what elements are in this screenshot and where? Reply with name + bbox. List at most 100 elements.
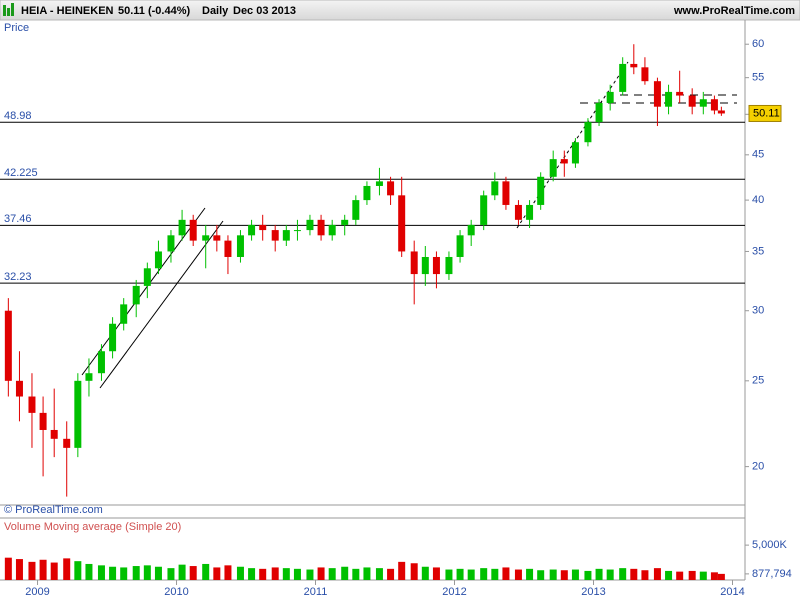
candle-body <box>502 181 510 205</box>
volume-bar <box>571 569 579 580</box>
candle-body <box>97 351 105 374</box>
header-bar <box>0 0 800 21</box>
candle-body <box>167 235 175 252</box>
volume-bar <box>109 566 117 580</box>
volume-bar <box>306 569 314 580</box>
panel-title: Volume Moving average (Simple 20) <box>4 521 181 533</box>
volume-bar <box>421 566 429 580</box>
candle-body <box>445 256 453 275</box>
candle-body <box>514 204 522 220</box>
candle-body <box>15 380 23 397</box>
level-label: 37.46 <box>4 213 32 225</box>
volume-bar <box>641 570 649 580</box>
volume-bar <box>595 568 603 580</box>
candle-body <box>328 224 336 236</box>
candle-body <box>154 251 162 269</box>
header-icon <box>11 3 14 16</box>
volume-bar <box>50 562 58 580</box>
x-tick-label: 2014 <box>720 586 744 598</box>
candle-body <box>410 251 418 275</box>
volume-bar <box>202 563 210 580</box>
volume-bar <box>154 566 162 580</box>
volume-bar <box>549 569 557 580</box>
candle-body <box>584 122 592 143</box>
candle-body <box>293 230 301 232</box>
volume-bar <box>699 571 707 580</box>
volume-bar <box>688 570 696 580</box>
volume-bar <box>653 568 661 580</box>
header-icon <box>7 8 10 16</box>
x-tick-label: 2012 <box>442 586 466 598</box>
volume-bar <box>236 566 244 580</box>
candle-body <box>341 219 349 225</box>
volume-bar <box>352 568 360 580</box>
volume-bar <box>178 564 186 580</box>
level-label: 48.98 <box>4 110 32 122</box>
candle-body <box>641 67 649 82</box>
candle-body <box>560 159 568 164</box>
candle-body <box>352 200 360 220</box>
level-label: 32.23 <box>4 271 32 283</box>
volume-bar <box>432 567 440 580</box>
candle-body <box>306 219 314 231</box>
y-tick-label: 45 <box>752 149 764 161</box>
candle-body <box>202 235 210 241</box>
y-tick-label: 40 <box>752 194 764 206</box>
candle-body <box>4 310 12 381</box>
candle-body <box>606 91 614 103</box>
period: Daily <box>202 5 229 17</box>
volume-bar <box>341 566 349 580</box>
candle-body <box>710 99 718 111</box>
volume-bar <box>584 570 592 580</box>
candle-body <box>282 230 290 241</box>
x-tick-label: 2011 <box>304 586 328 598</box>
candle-body <box>132 285 140 305</box>
candle-body <box>653 81 661 107</box>
candle-body <box>630 63 638 68</box>
volume-bar <box>619 568 627 580</box>
candle-body <box>549 159 557 177</box>
symbol: HEIA - HEINEKEN <box>21 5 114 17</box>
candle-body <box>109 323 117 352</box>
volume-bar <box>259 568 267 580</box>
volume-bar <box>328 568 336 580</box>
volume-bar <box>467 569 475 580</box>
candle-body <box>236 235 244 257</box>
candle-body <box>259 224 267 231</box>
y-tick-label: 20 <box>752 461 764 473</box>
candle-body <box>537 176 545 205</box>
candle-body <box>143 268 151 286</box>
price-tag: 50.11 <box>753 107 780 119</box>
candle-body <box>688 95 696 107</box>
candle-body <box>317 219 325 236</box>
candle-body <box>595 102 603 123</box>
volume-bar <box>606 569 614 580</box>
candle-body <box>120 304 128 324</box>
y-tick-label: 60 <box>752 38 764 50</box>
header-icon <box>3 5 6 16</box>
volume-bar <box>717 573 725 580</box>
candle-body <box>85 373 93 381</box>
candle-body <box>467 224 475 236</box>
volume-bar <box>28 561 36 580</box>
footer: © ProRealTime.com <box>4 504 103 516</box>
candle-body <box>178 219 186 236</box>
volume-bar <box>526 568 534 580</box>
candle-body <box>248 224 256 236</box>
volume-bar <box>375 568 383 580</box>
volume-bar <box>132 566 140 580</box>
candle-body <box>63 438 71 448</box>
candle-body <box>398 195 406 252</box>
volume-bar <box>85 563 93 580</box>
y-tick-label: 25 <box>752 375 764 387</box>
candle-body <box>676 91 684 96</box>
volume-bar <box>537 570 545 580</box>
candle-body <box>74 380 82 448</box>
volume-bar <box>293 568 301 580</box>
candle-body <box>28 396 36 413</box>
level-label: 42.225 <box>4 167 38 179</box>
trend-line <box>99 220 224 389</box>
y-tick-label: 877,794 <box>752 568 792 580</box>
candle-body <box>491 181 499 196</box>
